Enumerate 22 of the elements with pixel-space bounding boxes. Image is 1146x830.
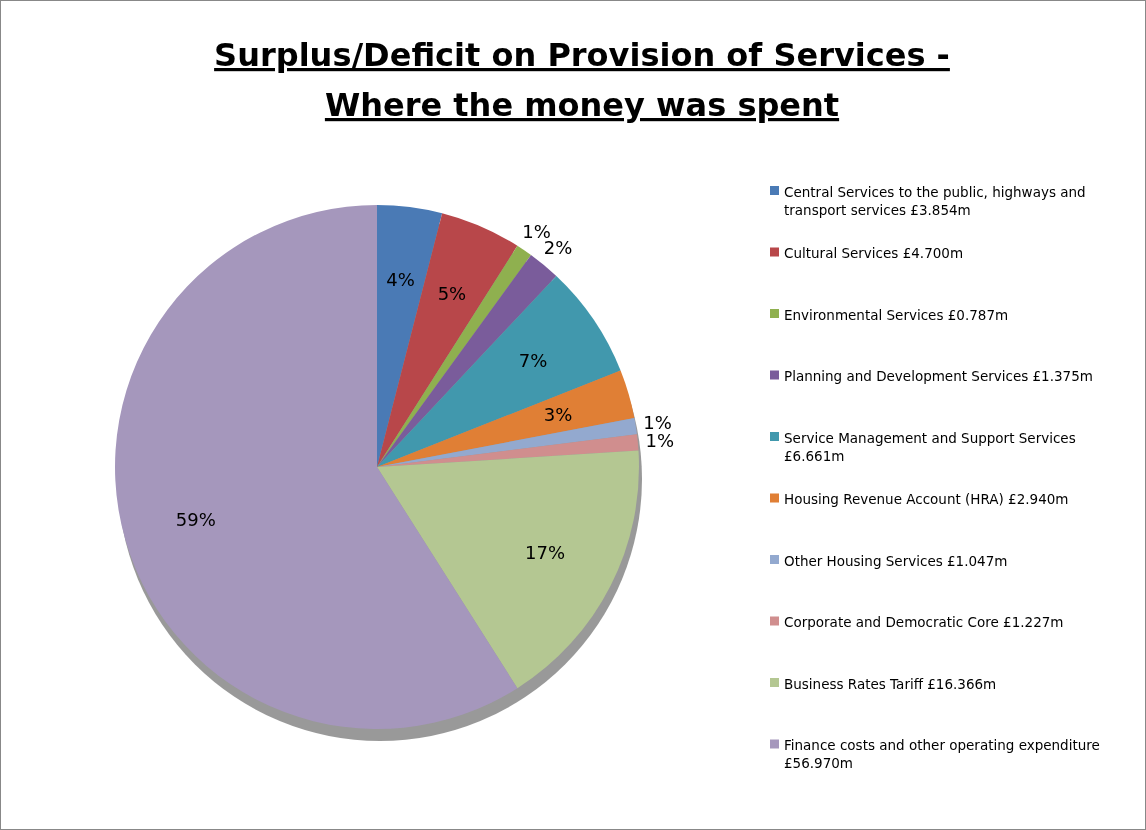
legend-label: Corporate and Democratic Core £1.227m bbox=[784, 614, 1064, 631]
legend-label: Central Services to the public, highways and transport services £3.854m bbox=[784, 183, 1086, 218]
data-label: 7% bbox=[518, 350, 548, 372]
data-label: 59% bbox=[175, 508, 216, 530]
legend-label: Finance costs and other operating expenditure £56.970m bbox=[784, 737, 1100, 772]
legend-label: Other Housing Services £1.047m bbox=[784, 552, 1008, 569]
data-label: 17% bbox=[525, 541, 566, 563]
legend-label: Environmental Services £0.787m bbox=[784, 306, 1009, 323]
pie-slice bbox=[377, 450, 639, 689]
legend-label: Housing Revenue Account (HRA) £2.940m bbox=[784, 491, 1069, 508]
data-label: 3% bbox=[543, 403, 573, 425]
legend-label: Service Management and Support Services £6.661m bbox=[784, 429, 1076, 464]
data-label: 2% bbox=[543, 237, 573, 259]
legend-label: Planning and Development Services £1.375m bbox=[784, 368, 1093, 385]
legend-label: Business Rates Tariff £16.366m bbox=[784, 675, 997, 692]
data-label: 4% bbox=[386, 269, 415, 291]
data-label: 5% bbox=[437, 283, 467, 305]
legend-label: Cultural Services £4.700m bbox=[784, 245, 964, 262]
pie-slice bbox=[377, 370, 635, 467]
pie-slice bbox=[115, 205, 518, 729]
chart-title: Surplus/Deficit on Provision of Services - Where the money was spent bbox=[214, 36, 950, 124]
pie-slice bbox=[377, 213, 518, 467]
